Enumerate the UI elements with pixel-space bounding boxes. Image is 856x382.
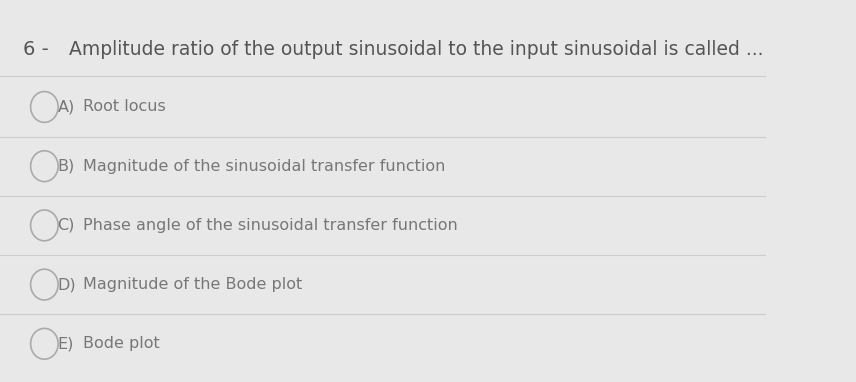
Text: Amplitude ratio of the output sinusoidal to the input sinusoidal is called ...: Amplitude ratio of the output sinusoidal… [68, 40, 764, 59]
Text: A): A) [57, 99, 74, 115]
Text: Magnitude of the sinusoidal transfer function: Magnitude of the sinusoidal transfer fun… [83, 159, 445, 174]
Text: E): E) [57, 336, 74, 351]
Text: Phase angle of the sinusoidal transfer function: Phase angle of the sinusoidal transfer f… [83, 218, 457, 233]
Text: 6 -: 6 - [23, 40, 49, 59]
Text: B): B) [57, 159, 74, 174]
Text: D): D) [57, 277, 76, 292]
Text: Bode plot: Bode plot [83, 336, 159, 351]
Text: Root locus: Root locus [83, 99, 165, 115]
Text: Magnitude of the Bode plot: Magnitude of the Bode plot [83, 277, 302, 292]
Text: C): C) [57, 218, 74, 233]
